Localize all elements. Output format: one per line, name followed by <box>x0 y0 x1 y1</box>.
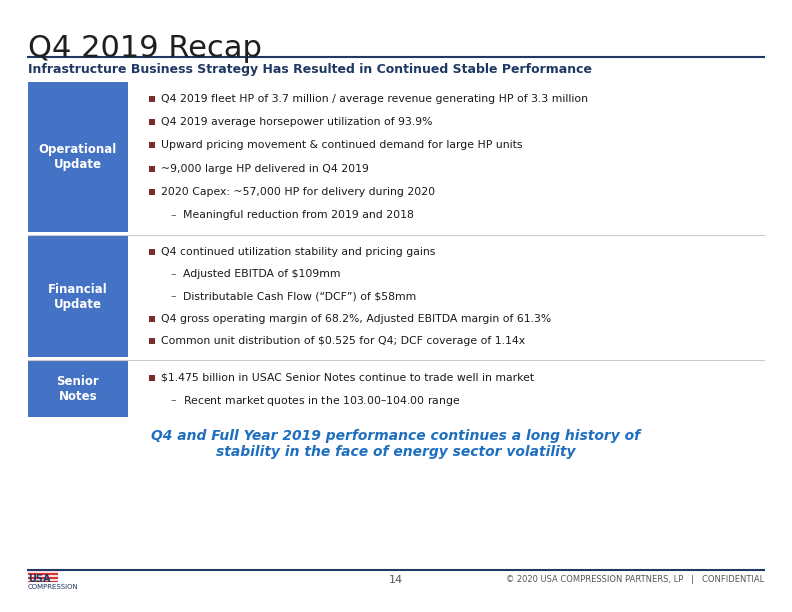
Bar <box>149 143 155 148</box>
Text: –: – <box>170 291 176 302</box>
Bar <box>149 166 155 172</box>
Bar <box>149 119 155 125</box>
Text: Operational
Update: Operational Update <box>39 143 117 171</box>
Text: Q4 gross operating margin of 68.2%, Adjusted EBITDA margin of 61.3%: Q4 gross operating margin of 68.2%, Adju… <box>161 314 551 324</box>
FancyBboxPatch shape <box>28 361 128 417</box>
Text: Q4 and Full Year 2019 performance continues a long history of
stability in the f: Q4 and Full Year 2019 performance contin… <box>151 429 641 459</box>
Text: COMPRESSION: COMPRESSION <box>28 584 78 590</box>
Bar <box>149 338 155 344</box>
Text: –: – <box>170 395 176 406</box>
Text: ~9,000 large HP delivered in Q4 2019: ~9,000 large HP delivered in Q4 2019 <box>161 163 369 174</box>
Text: Upward pricing movement & continued demand for large HP units: Upward pricing movement & continued dema… <box>161 140 523 151</box>
Text: 2020 Capex: ~57,000 HP for delivery during 2020: 2020 Capex: ~57,000 HP for delivery duri… <box>161 187 435 197</box>
Text: Q4 continued utilization stability and pricing gains: Q4 continued utilization stability and p… <box>161 247 436 257</box>
Text: Q4 2019 Recap: Q4 2019 Recap <box>28 34 262 63</box>
Text: Q4 2019 fleet HP of 3.7 million / average revenue generating HP of 3.3 million: Q4 2019 fleet HP of 3.7 million / averag… <box>161 94 588 103</box>
Text: Adjusted EBITDA of $109mm: Adjusted EBITDA of $109mm <box>183 269 341 279</box>
Bar <box>28 570 58 582</box>
Text: Senior
Notes: Senior Notes <box>56 375 99 403</box>
Text: Financial
Update: Financial Update <box>48 283 108 310</box>
Text: Common unit distribution of $0.525 for Q4; DCF coverage of 1.14x: Common unit distribution of $0.525 for Q… <box>161 336 525 346</box>
Bar <box>149 249 155 255</box>
Text: Infrastructure Business Strategy Has Resulted in Continued Stable Performance: Infrastructure Business Strategy Has Res… <box>28 63 592 76</box>
FancyBboxPatch shape <box>28 82 128 232</box>
Bar <box>149 375 155 381</box>
Text: –: – <box>170 211 176 220</box>
Text: 14: 14 <box>389 575 403 585</box>
Bar <box>149 316 155 322</box>
Bar <box>149 95 155 102</box>
Text: $1.475 billion in USAC Senior Notes continue to trade well in market: $1.475 billion in USAC Senior Notes cont… <box>161 373 534 382</box>
Text: Recent market quotes in the $103.00 – $104.00 range: Recent market quotes in the $103.00 – $1… <box>183 394 460 408</box>
Text: Meaningful reduction from 2019 and 2018: Meaningful reduction from 2019 and 2018 <box>183 211 414 220</box>
Bar <box>149 189 155 195</box>
Text: © 2020 USA COMPRESSION PARTNERS, LP   |   CONFIDENTIAL: © 2020 USA COMPRESSION PARTNERS, LP | CO… <box>506 575 764 584</box>
Text: Distributable Cash Flow (“DCF”) of $58mm: Distributable Cash Flow (“DCF”) of $58mm <box>183 291 417 302</box>
Text: Q4 2019 average horsepower utilization of 93.9%: Q4 2019 average horsepower utilization o… <box>161 117 432 127</box>
FancyBboxPatch shape <box>28 236 128 357</box>
Text: –: – <box>170 269 176 279</box>
Text: USA: USA <box>28 574 51 584</box>
